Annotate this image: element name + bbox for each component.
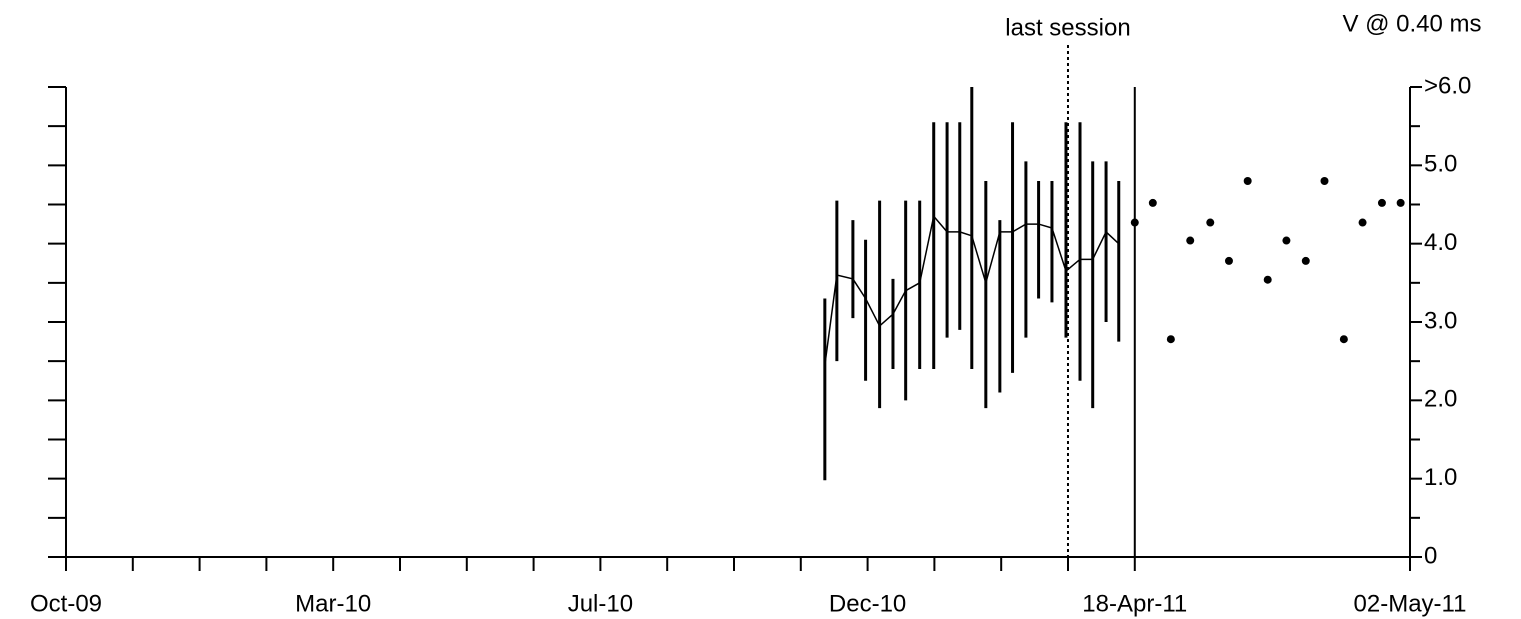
y-tick-label: 3.0 xyxy=(1424,307,1457,334)
point xyxy=(1396,198,1405,207)
point xyxy=(1224,256,1233,265)
point xyxy=(1263,275,1272,284)
y-tick-label: 2.0 xyxy=(1424,386,1457,413)
annotation-label: last session xyxy=(1005,14,1130,41)
point xyxy=(1358,218,1367,227)
point xyxy=(1148,198,1157,207)
point xyxy=(1206,218,1215,227)
y-tick-label: 4.0 xyxy=(1424,229,1457,256)
x-tick-label: 18-Apr-11 xyxy=(1082,590,1187,617)
y-tick-label: 0 xyxy=(1424,542,1437,569)
point xyxy=(1243,177,1252,185)
point xyxy=(1282,236,1291,245)
y-tick-label: 1.0 xyxy=(1424,464,1457,491)
x-tick-label: Dec-10 xyxy=(829,590,906,617)
point xyxy=(1166,335,1175,344)
point xyxy=(1320,177,1329,185)
point xyxy=(1186,236,1195,245)
point xyxy=(1130,218,1139,227)
y-axis-title: V @ 0.40 ms xyxy=(1342,10,1481,37)
x-tick-label: Jul-10 xyxy=(568,590,633,617)
point xyxy=(1301,256,1310,265)
y-tick-label: 5.0 xyxy=(1424,151,1457,178)
point xyxy=(1339,335,1348,344)
mean-line xyxy=(824,214,1120,366)
x-tick-label: 02-May-11 xyxy=(1354,590,1467,617)
x-tick-label: Mar-10 xyxy=(295,590,371,617)
x-tick-label: Oct-09 xyxy=(30,590,102,617)
y-tick-label: >6.0 xyxy=(1424,72,1471,99)
point xyxy=(1377,198,1386,207)
